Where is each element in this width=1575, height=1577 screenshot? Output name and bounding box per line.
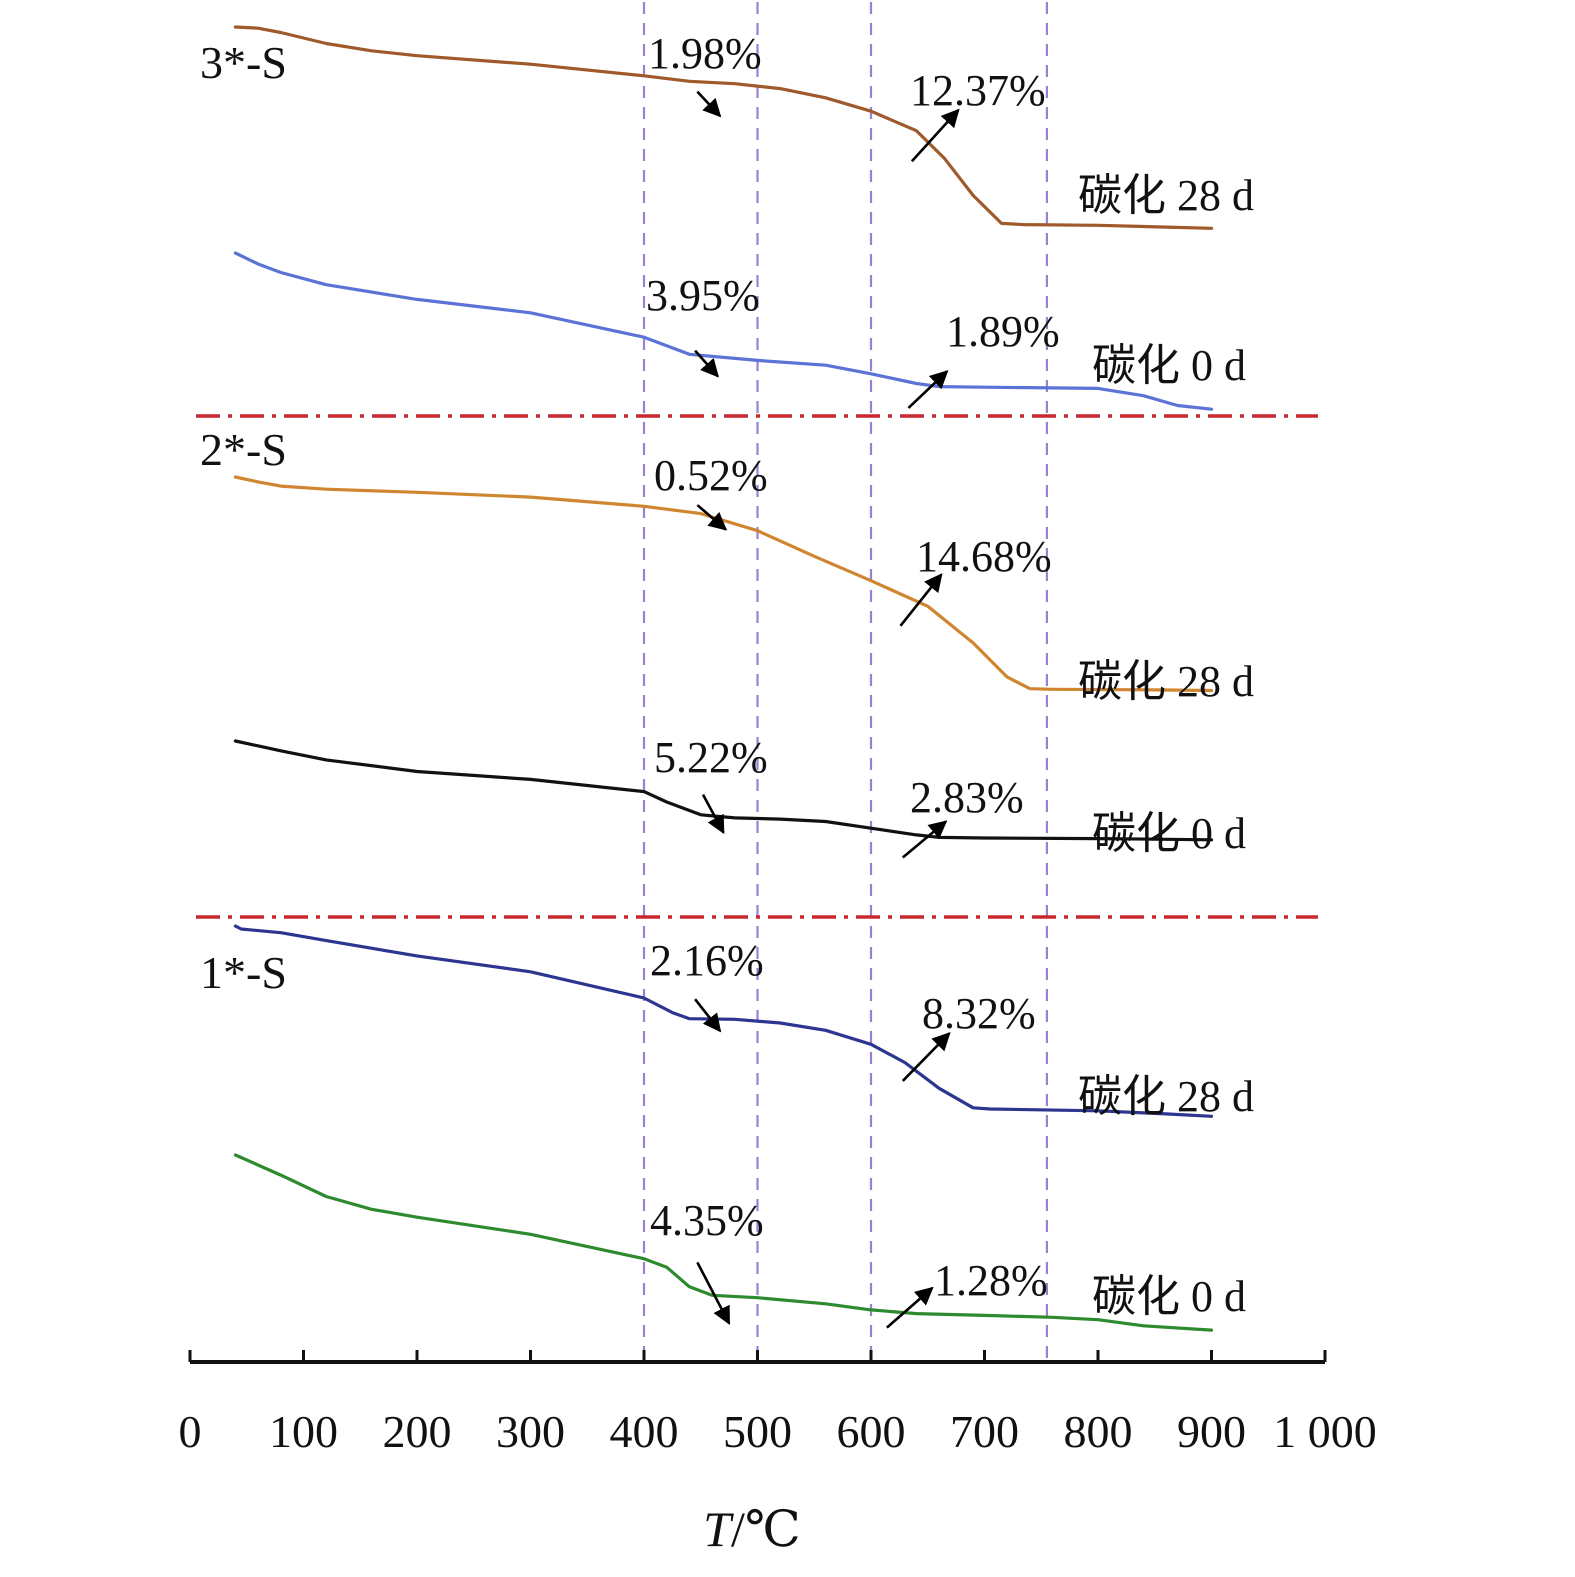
- x-tick-label: 300: [496, 1406, 565, 1457]
- annotation-arrow: [901, 1032, 951, 1082]
- series-name-label: 碳化 28 d: [1078, 171, 1254, 220]
- annotation-label: 14.68%: [916, 532, 1052, 581]
- annotation-label: 5.22%: [654, 733, 768, 782]
- series-line: [233, 739, 1214, 842]
- annotation-label: 1.98%: [648, 29, 762, 78]
- annotation-label: 3.95%: [646, 271, 760, 320]
- x-tick-label: 800: [1064, 1406, 1133, 1457]
- annotation-arrow: [899, 573, 943, 627]
- annotation-arrow: [696, 90, 722, 118]
- x-tick-label: 400: [610, 1406, 679, 1457]
- annotations-layer: 1.98% 12.37% 3.95% 1.89% 0.52% 14.68% 5.22% 2.8…: [646, 29, 1060, 1329]
- annotation-label: 2.16%: [650, 936, 764, 985]
- series-name-label: 碳化 28 d: [1078, 657, 1254, 706]
- x-tick-label: 0: [179, 1406, 202, 1457]
- annotation-label: 0.52%: [654, 451, 768, 500]
- reference-lines: [642, 2, 1049, 1360]
- x-tick-label: 200: [383, 1406, 452, 1457]
- x-tick-label: 900: [1177, 1406, 1246, 1457]
- annotation-label: 4.35%: [650, 1196, 764, 1245]
- series-line: [233, 924, 1214, 1118]
- x-tick-label: 600: [837, 1406, 906, 1457]
- annotation-label: 8.32%: [922, 989, 1036, 1038]
- annotation-label: 1.28%: [934, 1256, 1048, 1305]
- panel-label: 1*-S: [200, 947, 287, 998]
- series-layer: 3*-S 碳化 28 d 碳化 0 d 2*-S 碳化 28 d 碳化 0 d 1*-S 碳化…: [200, 25, 1254, 1332]
- series-name-label: 碳化 28 d: [1078, 1072, 1254, 1121]
- annotation-arrow: [694, 998, 722, 1033]
- annotation-arrow: [901, 820, 948, 859]
- x-axis: 0 100 200 300 400 500 600 700 800 900 1 000: [179, 1350, 1377, 1457]
- annotation-arrow: [696, 504, 728, 531]
- panel-separators: [196, 414, 1318, 919]
- x-tick-label: 1 000: [1273, 1406, 1377, 1457]
- series-line: [233, 251, 1214, 411]
- series-line: [233, 1153, 1214, 1332]
- annotation-arrow: [694, 349, 719, 378]
- panel-label: 2*-S: [200, 424, 287, 475]
- annotation-label: 12.37%: [910, 66, 1046, 115]
- series-line: [233, 475, 1214, 693]
- annotation-label: 1.89%: [946, 307, 1060, 356]
- annotation-label: 2.83%: [910, 773, 1024, 822]
- x-axis-title: T/℃: [703, 1501, 801, 1557]
- series-name-label: 碳化 0 d: [1092, 1272, 1246, 1321]
- annotation-arrow: [696, 1261, 731, 1325]
- annotation-arrow: [701, 794, 725, 835]
- panel-label: 3*-S: [200, 37, 287, 88]
- series-line: [233, 25, 1214, 230]
- series-name-label: 碳化 0 d: [1092, 809, 1246, 858]
- annotation-arrow: [907, 370, 949, 409]
- x-tick-label: 100: [269, 1406, 338, 1457]
- annotation-arrow: [910, 108, 960, 163]
- x-tick-label: 700: [950, 1406, 1019, 1457]
- annotation-arrow: [886, 1286, 934, 1329]
- series-name-label: 碳化 0 d: [1092, 341, 1246, 390]
- x-tick-label: 500: [723, 1406, 792, 1457]
